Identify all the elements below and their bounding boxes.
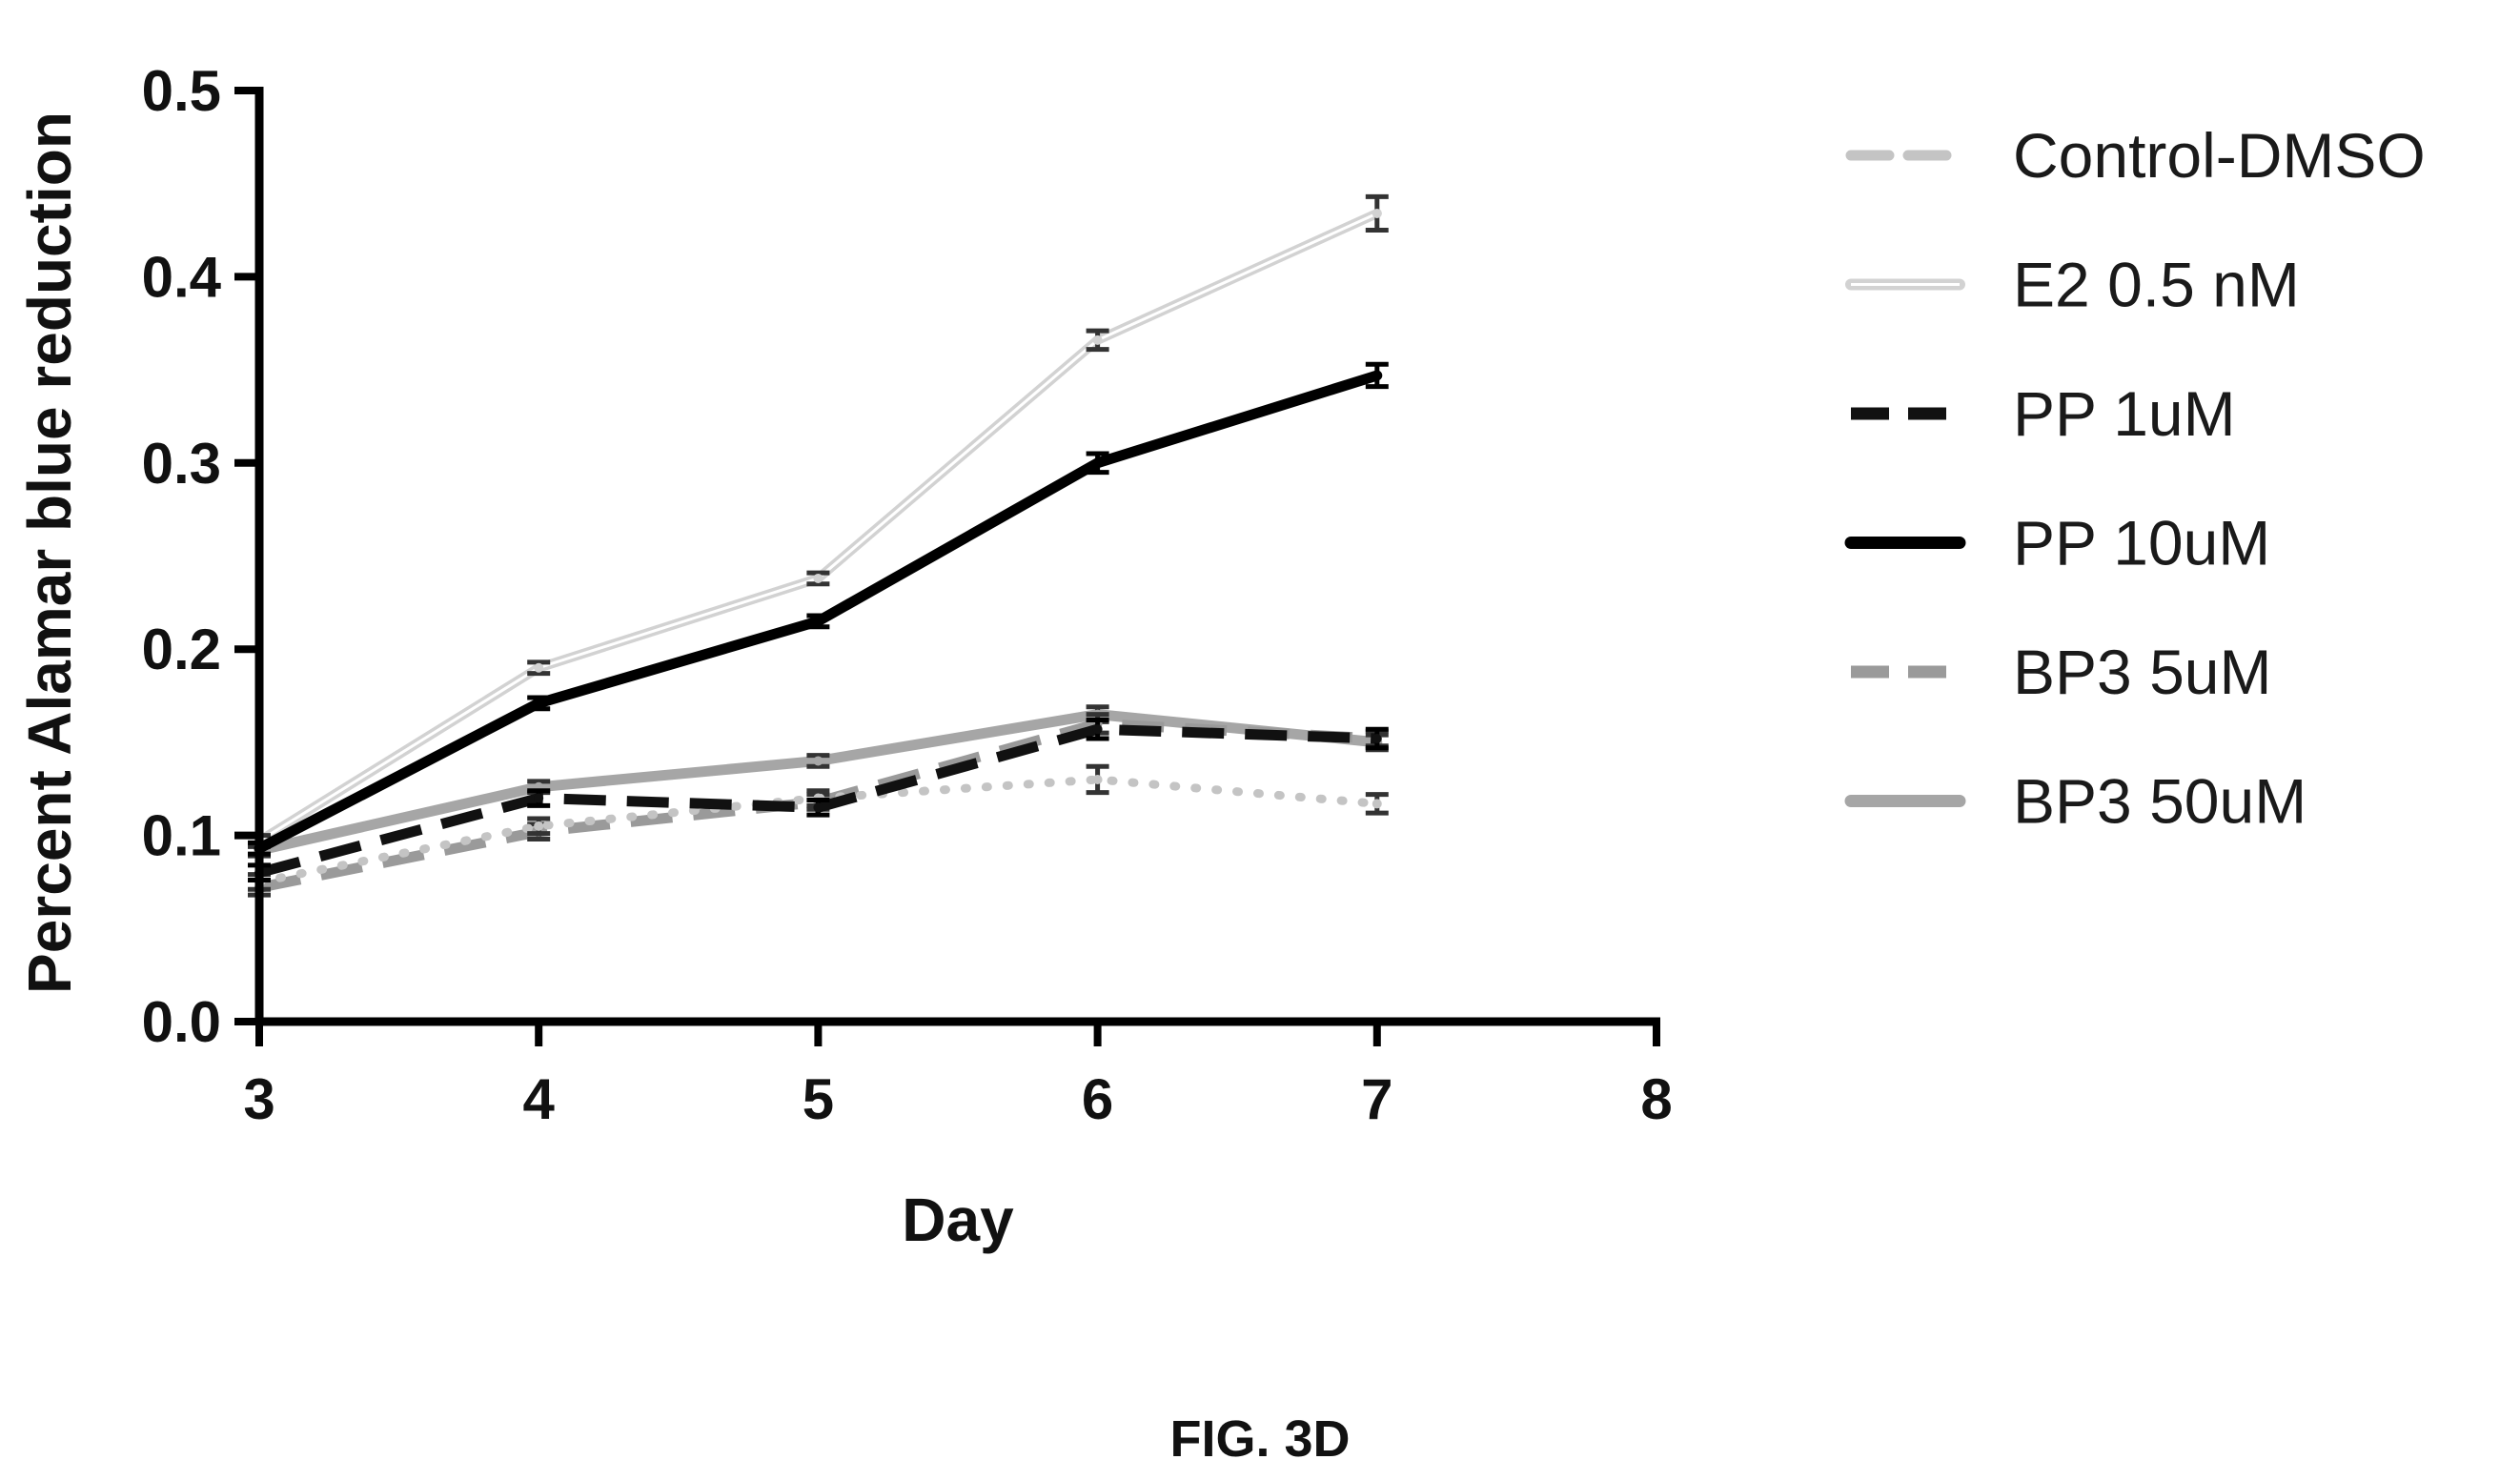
data-point — [1092, 774, 1103, 784]
y-ticks: 0.0 0.1 0.2 0.3 0.4 0.5 — [142, 59, 259, 1054]
data-point — [534, 662, 544, 673]
series-line-inner — [257, 212, 1379, 842]
series-e2-0-5-nm — [248, 193, 1389, 849]
data-point — [813, 573, 823, 583]
legend-label: BP3 50uM — [2013, 766, 2307, 837]
legend: Control-DMSO E2 0.5 nM PP 1uM PP 10uM BP3 5u… — [1844, 120, 2426, 837]
y-tick-label: 0.3 — [142, 432, 221, 496]
data-point — [1092, 457, 1103, 468]
data-point — [534, 793, 544, 803]
x-tick-label: 7 — [1361, 1067, 1392, 1131]
legend-item-e2-0-5-nm: E2 0.5 nM — [1845, 250, 2300, 320]
data-point — [1372, 370, 1382, 380]
legend-label: Control-DMSO — [2013, 120, 2426, 191]
y-tick-label: 0.1 — [142, 804, 221, 868]
x-axis-title: Day — [902, 1186, 1014, 1254]
data-point — [1372, 799, 1382, 809]
data-point — [1372, 208, 1382, 218]
legend-item-bp3-5um: BP3 5uM — [1851, 637, 2271, 707]
data-point — [813, 802, 823, 813]
legend-item-control-dmso: Control-DMSO — [1845, 120, 2426, 191]
figure-caption: FIG. 3D — [1169, 1410, 1350, 1468]
axes — [254, 87, 1660, 1026]
data-point — [1372, 733, 1382, 743]
y-tick-label: 0.0 — [142, 990, 221, 1054]
series-layer — [248, 193, 1389, 898]
y-tick-label: 0.4 — [142, 245, 222, 309]
data-point — [813, 756, 823, 766]
series-line — [254, 208, 1382, 846]
legend-label: PP 1uM — [2013, 378, 2236, 449]
x-tick-label: 3 — [243, 1067, 274, 1131]
data-point — [813, 616, 823, 626]
x-tick-label: 4 — [523, 1067, 556, 1131]
data-point — [534, 821, 544, 831]
legend-label: E2 0.5 nM — [2013, 250, 2300, 320]
x-tick-label: 6 — [1082, 1067, 1113, 1131]
legend-label: BP3 5uM — [2013, 637, 2271, 707]
data-point — [1092, 335, 1103, 345]
legend-label: PP 10uM — [2013, 508, 2270, 578]
series-line — [254, 370, 1383, 854]
y-tick-label: 0.5 — [142, 59, 221, 123]
legend-item-pp-10um: PP 10uM — [1844, 508, 2270, 578]
data-point — [1092, 724, 1103, 735]
x-tick-label: 8 — [1640, 1067, 1672, 1131]
y-axis-title: Percent Alamar blue reduction — [15, 112, 84, 994]
data-point — [534, 698, 544, 708]
x-ticks: 3 4 5 6 7 8 — [243, 1022, 1673, 1131]
legend-item-pp-1um: PP 1uM — [1851, 378, 2236, 449]
series-pp-10um — [248, 361, 1389, 857]
y-tick-label: 0.2 — [142, 618, 221, 681]
legend-item-bp3-50um: BP3 50uM — [1844, 766, 2307, 837]
x-tick-label: 5 — [803, 1067, 834, 1131]
